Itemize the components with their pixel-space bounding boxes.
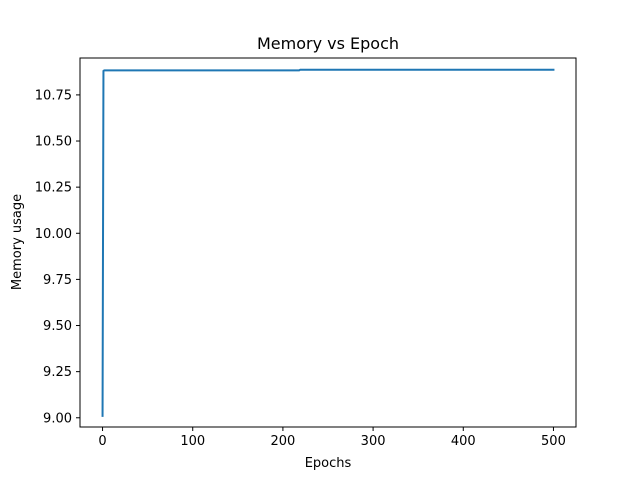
x-tick-label: 500 [541, 434, 566, 449]
y-tick-label: 9.25 [43, 365, 72, 380]
x-axis-label: Epochs [305, 456, 352, 471]
y-tick-label: 10.75 [35, 88, 72, 103]
y-tick-label: 9.00 [43, 411, 72, 426]
y-tick-label: 9.75 [43, 273, 72, 288]
series-layer [101, 68, 555, 417]
x-axis-ticks: 0 100 200 300 400 500 [98, 427, 566, 449]
y-tick-label: 9.50 [43, 319, 72, 334]
x-tick-label: 400 [451, 434, 476, 449]
plot-frame [79, 57, 577, 428]
y-tick-label: 10.25 [35, 181, 72, 196]
x-tick-label: 0 [98, 434, 106, 449]
y-axis-label: Memory usage [10, 194, 25, 290]
y-tick-label: 10.00 [35, 227, 72, 242]
x-tick-label: 300 [361, 434, 386, 449]
x-tick-label: 200 [270, 434, 295, 449]
x-tick-label: 100 [180, 434, 205, 449]
series-line-0 [101, 68, 555, 417]
chart-title: Memory vs Epoch [257, 34, 399, 53]
y-axis-ticks: 9.00 9.25 9.50 9.75 10.00 10.25 10.50 10.75 [35, 88, 80, 426]
y-tick-label: 10.50 [35, 135, 72, 150]
